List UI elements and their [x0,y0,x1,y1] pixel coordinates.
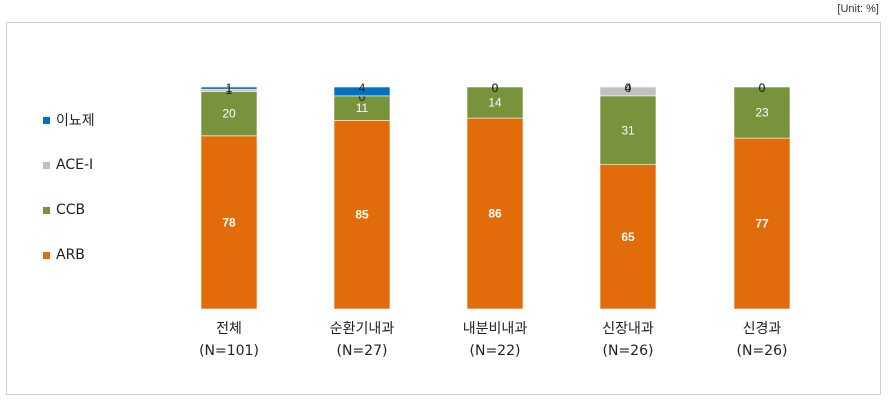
data-label-diuretic: 0 [759,81,766,95]
bar-segment-arb [599,164,657,310]
data-label-ccb: 14 [488,96,502,110]
bar-segment-arb [200,135,258,310]
chart-frame [6,22,881,395]
data-label-ace-i: 0 [359,90,366,104]
bar-segment-ace-i [599,86,657,97]
category-n-label: (N=26) [737,343,788,359]
legend-label-arb: ARB [56,247,85,263]
legend-label-ace-i: ACE-I [56,157,94,173]
category-n-label: (N=101) [199,343,259,359]
bar-segment-arb [733,137,791,310]
data-label-ccb: 20 [222,107,236,121]
category-n-label: (N=22) [470,343,521,359]
category-n-label: (N=27) [337,343,388,359]
data-label-ace-i: 1 [226,83,233,97]
bar-segment-diuretic [200,86,258,90]
bar-segment-diuretic [333,86,391,97]
data-label-arb: 85 [355,208,369,222]
data-label-arb: 65 [621,230,635,244]
data-label-ace-i: 0 [759,81,766,95]
data-label-arb: 77 [755,217,769,231]
data-label-diuretic: 1 [226,81,233,95]
data-label-arb: 86 [488,207,502,221]
legend-swatch-ccb [43,206,50,214]
bar-segment-ccb [333,95,391,121]
bar-segment-ccb [599,95,657,165]
legend: 이뇨제 ACE-I CCB ARB [43,112,95,292]
data-label-diuretic: 0 [492,81,499,95]
bar-segment-arb [333,120,391,310]
bar-segment-ccb [466,86,524,119]
category-n-label: (N=26) [603,343,654,359]
legend-swatch-ace-i [43,161,50,169]
category-label: 순환기내과 [330,321,395,337]
category-label: 내분비내과 [463,321,528,337]
legend-item-ace-i: ACE-I [43,157,95,173]
bar-segment-ccb [200,91,258,137]
category-label: 신장내과 [602,321,654,337]
data-label-ccb: 31 [621,123,635,137]
category-label: 전체 [216,321,242,337]
legend-swatch-arb [43,251,50,259]
data-label-ace-i: 4 [625,81,632,95]
category-label: 신경과 [743,321,782,337]
legend-item-arb: ARB [43,247,95,263]
legend-item-ccb: CCB [43,202,95,218]
data-label-ccb: 23 [755,106,769,120]
data-label-arb: 78 [222,215,236,229]
legend-label-diuretic: 이뇨제 [56,113,95,129]
data-label-diuretic: 0 [625,81,632,95]
data-label-ccb: 11 [356,101,369,115]
bar-segment-ccb [733,86,791,139]
legend-label-ccb: CCB [56,202,86,218]
bar-segment-arb [466,117,524,310]
data-label-diuretic: 4 [359,81,366,95]
unit-label: [Unit: %] [837,3,879,15]
legend-item-diuretic: 이뇨제 [43,112,95,129]
data-label-ace-i: 0 [492,81,499,95]
legend-swatch-diuretic [43,116,50,124]
